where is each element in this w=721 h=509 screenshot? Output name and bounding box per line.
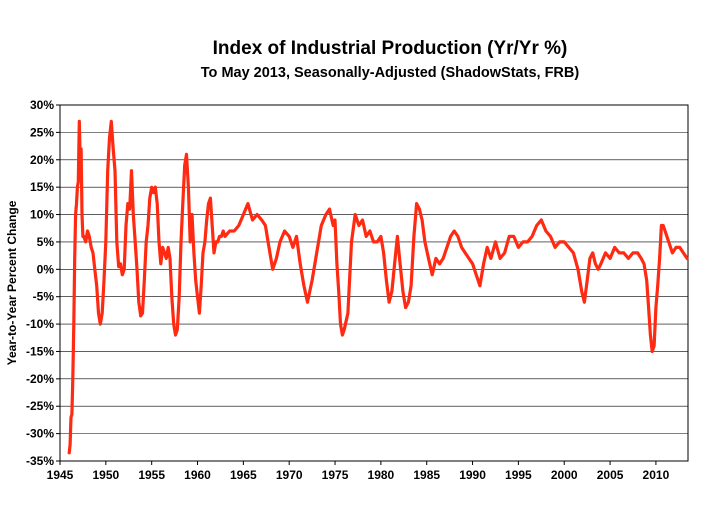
y-tick-label: -10% — [26, 317, 54, 331]
y-tick-label: 10% — [30, 208, 54, 222]
y-axis-label: Year-to-Year Percent Change — [5, 200, 19, 365]
x-tick-label: 1970 — [276, 468, 303, 482]
y-tick-label: 15% — [30, 180, 54, 194]
x-tick-label: 1950 — [92, 468, 119, 482]
y-tick-label: -15% — [26, 344, 54, 358]
y-tick-label: -35% — [26, 454, 54, 468]
chart-title: Index of Industrial Production (Yr/Yr %) — [213, 38, 568, 59]
x-tick-label: 1985 — [413, 468, 440, 482]
x-tick-label: 2005 — [597, 468, 624, 482]
x-tick-label: 1945 — [47, 468, 74, 482]
y-tick-label: 5% — [37, 235, 55, 249]
x-tick-label: 1980 — [368, 468, 395, 482]
x-tick-label: 1965 — [230, 468, 257, 482]
x-tick-label: 1990 — [459, 468, 486, 482]
x-tick-label: 1955 — [138, 468, 165, 482]
y-tick-label: 25% — [30, 125, 54, 139]
x-tick-label: 1975 — [322, 468, 349, 482]
chart-subtitle: To May 2013, Seasonally-Adjusted (Shadow… — [201, 65, 580, 81]
y-tick-label: -20% — [26, 372, 54, 386]
y-tick-label: 20% — [30, 153, 54, 167]
x-tick-label: 2010 — [643, 468, 670, 482]
x-axis-ticks: 1945 1950 1955 1960 1965 1970 1975 1980 1985 1990… — [47, 461, 670, 482]
series-line-industrial-production — [67, 119, 689, 455]
y-axis-ticks: 30% 25% 20% 15% 10% 5% 0% -5% -10% -15% -20% -25% -3… — [26, 98, 60, 468]
y-tick-label: 0% — [37, 262, 55, 276]
x-tick-label: 1995 — [505, 468, 532, 482]
plot-frame — [59, 104, 689, 462]
x-tick-label: 2000 — [551, 468, 578, 482]
y-tick-label: 30% — [30, 98, 54, 112]
y-tick-label: -30% — [26, 427, 54, 441]
grid-lines — [60, 104, 688, 462]
y-tick-label: -25% — [26, 399, 54, 413]
y-tick-label: -5% — [33, 290, 55, 304]
x-tick-label: 1960 — [184, 468, 211, 482]
